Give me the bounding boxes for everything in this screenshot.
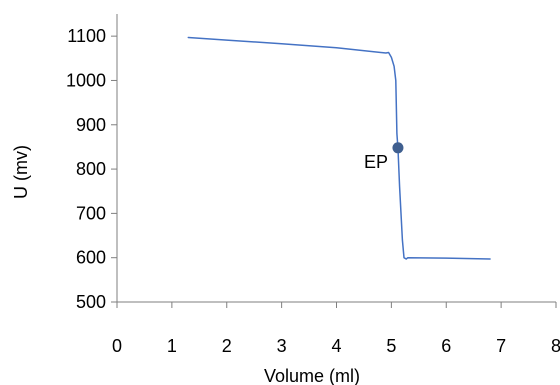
y-tick-label: 700	[76, 203, 106, 223]
x-tick-label: 7	[496, 336, 506, 356]
tick-marks	[111, 35, 557, 308]
annotations: EP	[364, 142, 404, 172]
y-tick-label: 800	[76, 159, 106, 179]
y-axis-title: U (mv)	[11, 145, 31, 199]
x-tick-label: 8	[551, 336, 560, 356]
series	[187, 36, 491, 260]
series-line	[187, 36, 491, 260]
equivalence-point-marker	[392, 142, 404, 154]
y-tick-label: 1000	[66, 70, 106, 90]
x-tick-label: 5	[386, 336, 396, 356]
y-tick-label: 600	[76, 248, 106, 268]
y-tick-label: 1100	[67, 26, 106, 46]
x-tick-label: 4	[331, 336, 341, 356]
x-tick-label: 2	[222, 336, 232, 356]
y-tick-label: 900	[76, 115, 106, 135]
x-axis-title: Volume (ml)	[264, 366, 360, 385]
x-tick-label: 3	[277, 336, 287, 356]
tick-labels: 0 1 2 3 4 5 6 7 8 500 600 700 800 900 1000 1100	[66, 26, 560, 356]
y-tick-label: 500	[76, 292, 106, 312]
x-tick-label: 1	[167, 336, 177, 356]
x-tick-label: 0	[112, 336, 122, 356]
equivalence-point-label: EP	[364, 152, 388, 172]
x-tick-label: 6	[441, 336, 451, 356]
